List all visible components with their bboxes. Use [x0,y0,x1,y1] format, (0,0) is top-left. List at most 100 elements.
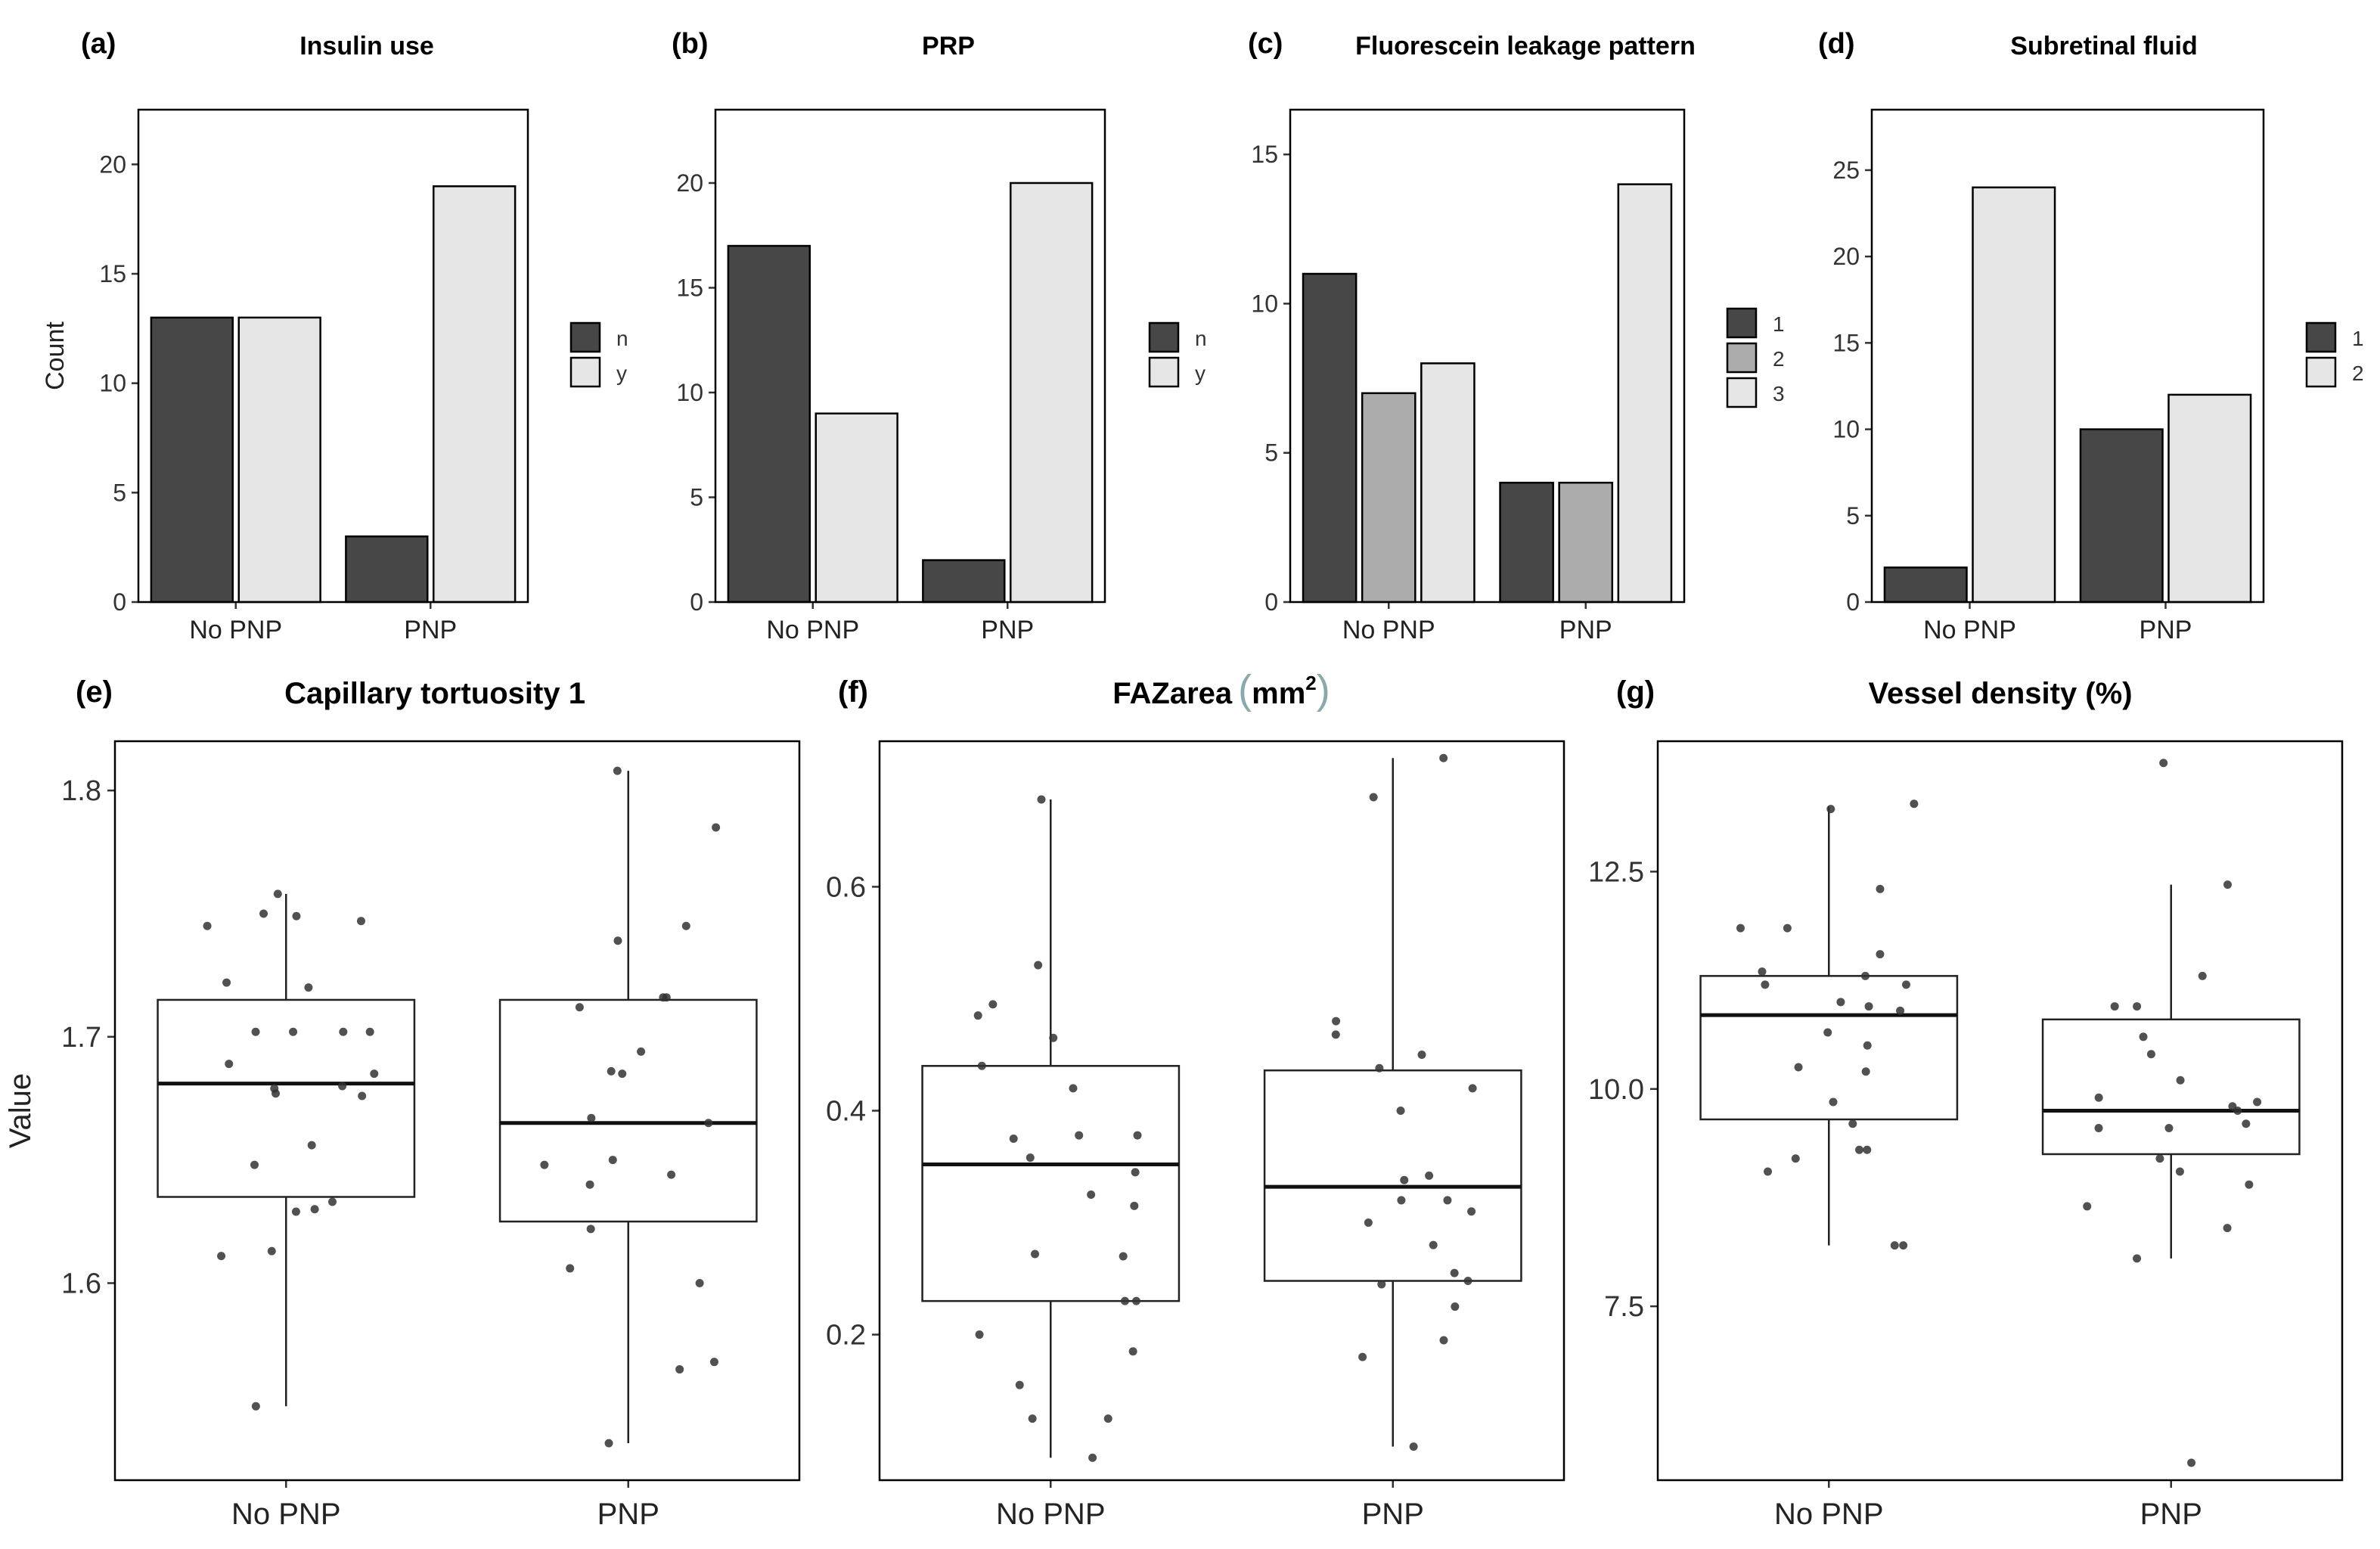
data-point-no-pnp [1131,1296,1140,1305]
y-tick-label: 15 [1251,141,1278,168]
box-no-pnp [921,1065,1181,1302]
data-point-pnp [695,1278,704,1287]
data-point-pnp [704,1119,713,1128]
data-point-pnp [1429,1240,1438,1249]
legend-key-3 [1726,377,1758,408]
data-point-no-pnp [1899,1241,1908,1250]
plot-frame [1289,108,1686,604]
bar-pnp-2 [2167,393,2252,604]
data-point-pnp [1463,1277,1472,1286]
data-point-pnp [2253,1097,2262,1107]
data-point-no-pnp [339,1027,348,1036]
data-point-pnp [2094,1123,2103,1132]
data-point-pnp [1369,793,1378,802]
data-point-pnp [566,1264,575,1273]
data-point-pnp [2233,1107,2242,1115]
data-point-no-pnp [1794,1063,1803,1072]
y-tick-label: 12.5 [1588,856,1644,888]
y-tick-label: 10.0 [1588,1074,1644,1106]
data-point-pnp [586,1225,595,1234]
x-tick-label: No PNP [1923,616,2016,644]
data-point-no-pnp [1761,980,1770,989]
data-point-no-pnp [1069,1084,1078,1093]
chart-title: Fluorescein leakage pattern [1355,32,1696,61]
data-point-no-pnp [250,1160,259,1169]
data-point-no-pnp [1860,971,1870,980]
box-panel-1: (e) Capillary tortuosity 1 No PNP PNP 1.6 1.7… [4,675,801,1531]
data-point-no-pnp [365,1027,374,1036]
y-tick-label: 10 [1832,416,1860,443]
panel-label: (d) [1818,28,1855,60]
legend: ny [1148,321,1207,388]
x-tick-label: PNP [404,616,457,644]
data-point-no-pnp [370,1069,379,1079]
data-point-no-pnp [328,1197,337,1206]
x-tick-label: No PNP [1774,1498,1884,1531]
data-point-pnp [1332,1017,1341,1026]
data-point-pnp [618,1069,627,1079]
data-point-pnp [540,1160,549,1169]
data-point-no-pnp [977,1061,986,1070]
bar-pnp-1 [1499,481,1554,604]
data-point-no-pnp [1087,1190,1096,1200]
data-point-no-pnp [1037,795,1046,804]
y-tick-label: 0 [113,588,126,616]
data-point-no-pnp [259,909,268,918]
data-point-pnp [1450,1268,1459,1277]
data-point-pnp [1375,1063,1384,1073]
data-point-pnp [2094,1093,2103,1102]
x-tick-label: PNP [1559,616,1612,644]
data-point-no-pnp [1855,1145,1864,1154]
data-point-pnp [1417,1050,1426,1059]
y-tick-label: 1.6 [61,1268,101,1299]
bar-panel-3: (c) Fluorescein leakage pattern No PNP PNP 0… [1248,28,1785,644]
legend-key-2 [2305,356,2337,388]
plot-frame [878,740,1565,1482]
y-tick-label: 0 [1264,588,1278,616]
y-tick-label: 0.6 [826,871,866,903]
data-point-pnp [1377,1280,1386,1289]
data-point-no-pnp [217,1252,226,1261]
legend-label-1: 1 [1773,312,1785,336]
box-pnp [1263,1069,1522,1282]
data-point-no-pnp [973,1011,982,1020]
data-point-no-pnp [222,978,231,987]
x-tick-label: PNP [2140,1498,2202,1531]
data-point-pnp [608,1156,617,1165]
bar-pnp-n [922,559,1006,604]
data-point-pnp [1358,1352,1367,1361]
legend-key-y [1148,356,1180,388]
bar-no-pnp-1 [1883,567,1968,604]
y-tick-label: 1.7 [61,1022,101,1054]
data-point-pnp [712,823,721,832]
plot-frame [113,740,801,1482]
data-point-no-pnp [267,1246,276,1256]
panel-label: (c) [1248,28,1283,60]
legend-key-1 [1726,307,1758,339]
data-point-no-pnp [307,1141,316,1150]
data-point-pnp [2146,1050,2155,1059]
data-point-pnp [2198,971,2207,980]
panel-label: (b) [672,28,709,60]
data-point-pnp [1439,1336,1448,1345]
plot-frame [714,108,1106,604]
y-tick-label: 20 [676,169,703,197]
legend-key-1 [2305,321,2337,353]
bar-pnp-1 [2079,428,2164,604]
y-tick-label: 15 [1832,329,1860,356]
bar-no-pnp-2 [1361,392,1417,604]
data-point-pnp [613,936,622,945]
data-point-pnp [585,1180,594,1189]
data-point-no-pnp [1120,1296,1129,1305]
title-main: FAZarea [1112,677,1233,710]
data-point-no-pnp [1128,1347,1137,1356]
y-tick-label: 5 [1264,439,1278,467]
bar-panel-2: (b) PRP No PNP PNP 0 5 10 15 20 ny [672,28,1207,644]
data-point-pnp [2242,1119,2251,1128]
data-point-no-pnp [1901,980,1910,989]
box-panel-2: (f) FAZarea (mm2) No PNP PNP 0.2 0.4 0.6 [826,667,1565,1531]
data-point-pnp [1400,1175,1409,1184]
legend-label-n: n [616,327,628,350]
data-point-pnp [607,1066,616,1076]
data-point-no-pnp [304,983,313,992]
